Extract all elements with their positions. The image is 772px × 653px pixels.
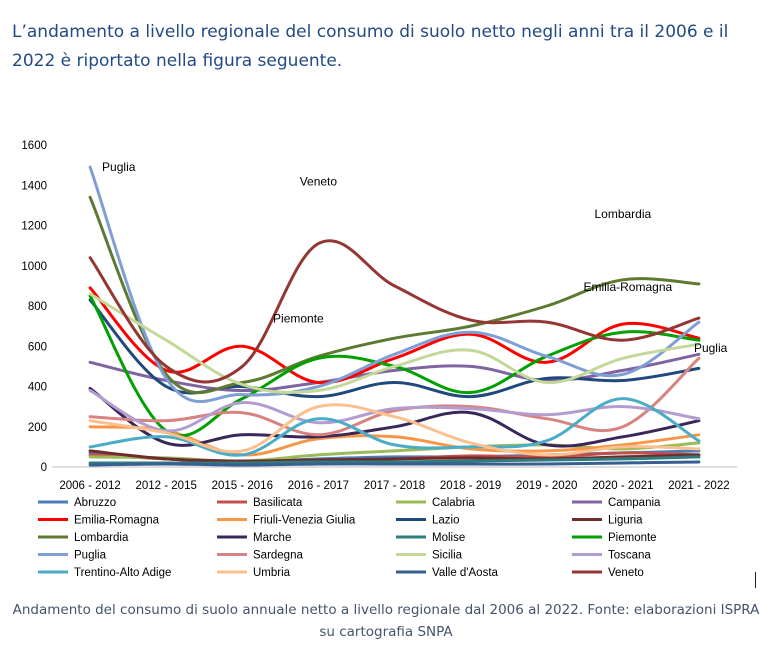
- legend-item-umbria: Umbria: [217, 567, 291, 579]
- legend-item-marche: Marche: [217, 532, 291, 544]
- legend-item-valle-d-aosta: Valle d'Aosta: [396, 567, 499, 579]
- legend-item-puglia: Puglia: [38, 550, 107, 562]
- legend-item-trentino-alto-adige: Trentino-Alto Adige: [38, 567, 171, 579]
- x-tick-label: 2017 - 2018: [364, 480, 425, 492]
- legend-label: Umbria: [253, 567, 291, 579]
- legend-item-liguria: Liguria: [572, 515, 643, 527]
- y-tick-label: 0: [41, 462, 47, 474]
- y-tick-label: 1000: [21, 261, 47, 273]
- legend-item-sardegna: Sardegna: [217, 550, 303, 562]
- y-axis: 0 200 400 600 800 1000 1200 1400 1600: [21, 140, 47, 474]
- annotation-puglia: Puglia: [102, 160, 136, 174]
- legend-item-emilia-romagna: Emilia-Romagna: [38, 515, 160, 527]
- x-tick-label: 2012 - 2015: [135, 480, 196, 492]
- series-line-umbria: [88, 403, 701, 457]
- legend-label: Toscana: [608, 550, 651, 562]
- legend-item-sicilia: Sicilia: [396, 550, 463, 562]
- legend-item-campania: Campania: [572, 497, 661, 509]
- legend-label: Marche: [253, 532, 291, 544]
- legend-label: Liguria: [608, 515, 643, 527]
- legend-label: Valle d'Aosta: [432, 567, 499, 579]
- series-line-veneto: [88, 239, 701, 384]
- x-tick-label: 2015 - 2016: [212, 480, 273, 492]
- y-tick-label: 1200: [21, 221, 47, 233]
- series-line-puglia: [88, 165, 701, 404]
- y-tick-label: 600: [28, 341, 47, 353]
- legend-item-lombardia: Lombardia: [38, 532, 129, 544]
- y-tick-label: 1400: [21, 180, 47, 192]
- series-lines: [88, 165, 701, 467]
- legend-label: Piemonte: [608, 532, 657, 544]
- x-tick-label: 2019 - 2020: [516, 480, 577, 492]
- x-tick-label: 2018 - 2019: [440, 480, 501, 492]
- legend-item-molise: Molise: [396, 532, 465, 544]
- series-line-lombardia: [88, 195, 701, 395]
- series-annotations: Puglia Veneto Piemonte Lombardia Emilia-Roma…: [102, 160, 728, 355]
- legend-label: Friuli-Venezia Giulia: [253, 515, 356, 527]
- legend-label: Molise: [432, 532, 465, 544]
- legend-item-abruzzo: Abruzzo: [38, 497, 116, 509]
- series-line-liguria: [88, 449, 701, 463]
- legend: Abruzzo Basilicata Calabria Campania Emilia-…: [38, 497, 661, 579]
- x-tick-label: 2016 - 2017: [288, 480, 349, 492]
- legend-label: Basilicata: [253, 497, 303, 509]
- series-line-friuli-venezia-giulia: [88, 425, 701, 457]
- legend-item-toscana: Toscana: [572, 550, 651, 562]
- annotation-piemonte: Piemonte: [273, 311, 324, 325]
- legend-label: Sardegna: [253, 550, 303, 562]
- legend-label: Lazio: [432, 515, 460, 527]
- x-tick-label: 2021 - 2022: [668, 480, 729, 492]
- legend-label: Emilia-Romagna: [74, 515, 160, 527]
- legend-item-friuli-venezia-giulia: Friuli-Venezia Giulia: [217, 515, 356, 527]
- y-tick-label: 800: [28, 301, 47, 313]
- y-tick-label: 400: [28, 382, 47, 394]
- series-line-marche: [88, 387, 701, 448]
- x-axis: 2006 - 2012 2012 - 2015 2015 - 2016 2016 - …: [52, 466, 737, 492]
- annotation-emilia-romagna: Emilia-Romagna: [583, 280, 672, 294]
- annotation-lombardia: Lombardia: [594, 207, 651, 221]
- x-tick-label: 2006 - 2012: [59, 480, 120, 492]
- regional-soil-consumption-chart: 0 200 400 600 800 1000 1200 1400 1600 2006 - 201…: [21, 140, 737, 579]
- series-line-trentino-alto-adige: [88, 397, 701, 457]
- legend-label: Puglia: [74, 550, 107, 562]
- intro-paragraph: L’andamento a livello regionale del cons…: [12, 22, 729, 71]
- series-line-sicilia: [88, 292, 701, 394]
- legend-item-piemonte: Piemonte: [572, 532, 657, 544]
- series-line-sardegna: [88, 356, 701, 437]
- legend-item-calabria: Calabria: [396, 497, 475, 509]
- x-tick-label: 2020 - 2021: [592, 480, 653, 492]
- series-line-valle-d-aosta: [88, 460, 701, 467]
- legend-label: Campania: [608, 497, 661, 509]
- legend-item-lazio: Lazio: [396, 515, 460, 527]
- legend-label: Veneto: [608, 567, 644, 579]
- legend-label: Calabria: [432, 497, 475, 509]
- page-edge-mark: [755, 572, 756, 588]
- legend-item-basilicata: Basilicata: [217, 497, 303, 509]
- chart-figure: 0 200 400 600 800 1000 1200 1400 1600 2006 - 201…: [12, 131, 757, 591]
- legend-label: Abruzzo: [74, 497, 116, 509]
- annotation-puglia: Puglia: [694, 341, 728, 355]
- annotation-veneto: Veneto: [300, 175, 338, 189]
- y-tick-label: 200: [28, 422, 47, 434]
- legend-label: Sicilia: [432, 550, 463, 562]
- legend-item-veneto: Veneto: [572, 567, 644, 579]
- figure-caption: Andamento del consumo di suolo annuale n…: [12, 602, 760, 640]
- legend-label: Trentino-Alto Adige: [74, 567, 171, 579]
- legend-label: Lombardia: [74, 532, 129, 544]
- y-tick-label: 1600: [21, 140, 47, 152]
